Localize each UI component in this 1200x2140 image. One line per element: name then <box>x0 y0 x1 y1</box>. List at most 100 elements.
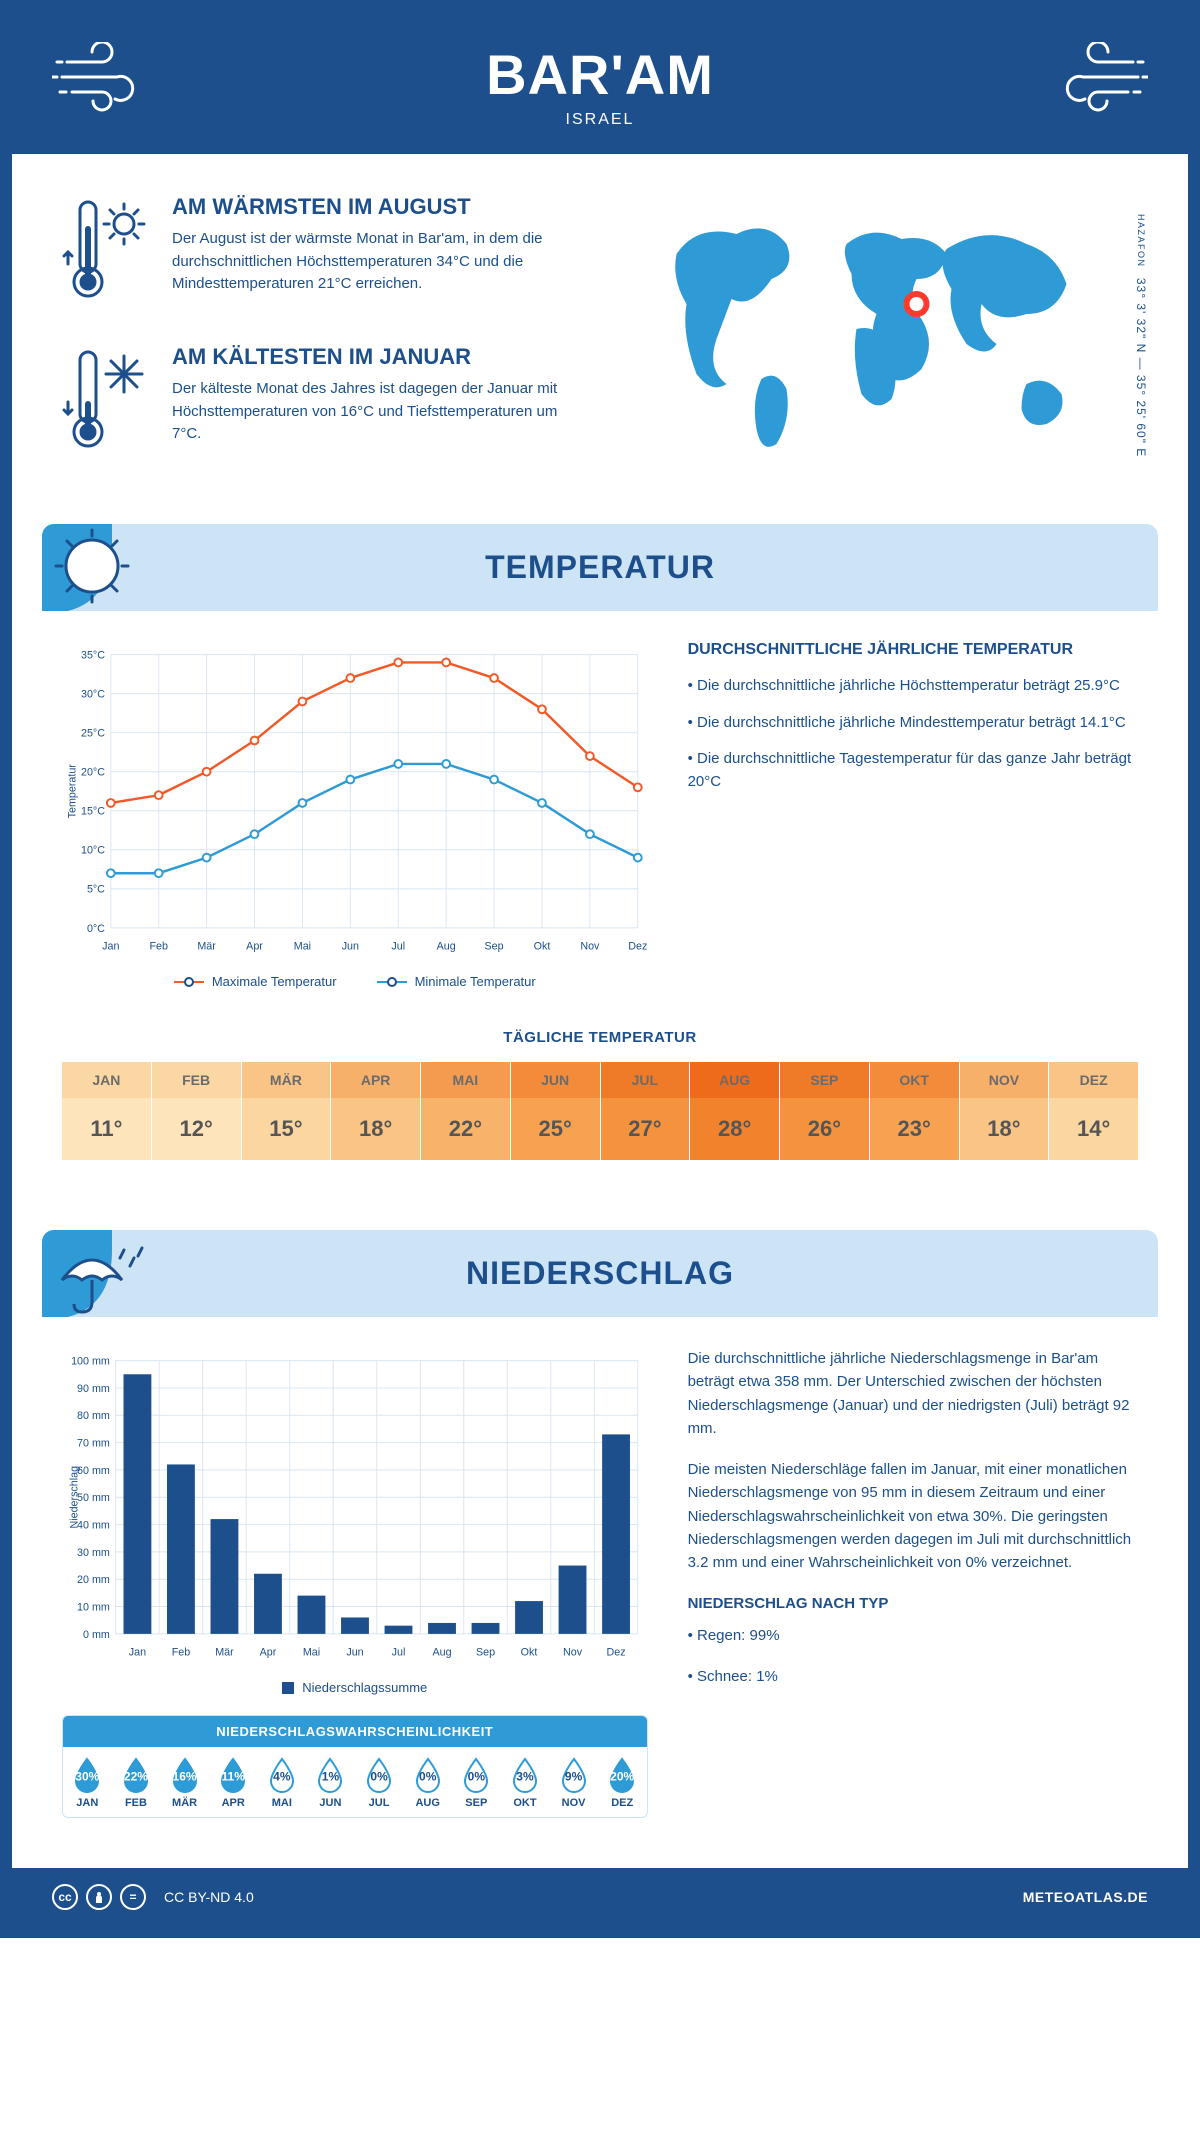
svg-text:Sep: Sep <box>485 940 504 952</box>
probability-heading: NIEDERSCHLAGSWAHRSCHEINLICHKEIT <box>63 1716 647 1747</box>
svg-text:35°C: 35°C <box>81 650 105 662</box>
by-icon <box>86 1884 112 1910</box>
daily-temp-cell: AUG 28° <box>690 1062 780 1160</box>
svg-text:20°C: 20°C <box>81 767 105 779</box>
svg-text:Jan: Jan <box>129 1646 146 1658</box>
daily-temp-cell: JUN 25° <box>511 1062 601 1160</box>
probability-cell: 0% AUG <box>403 1747 452 1817</box>
license-text: CC BY-ND 4.0 <box>164 1889 254 1905</box>
footer: cc = CC BY-ND 4.0 METEOATLAS.DE <box>12 1868 1188 1926</box>
svg-text:30 mm: 30 mm <box>77 1547 110 1559</box>
warmest-fact: AM WÄRMSTEN IM AUGUST Der August ist der… <box>62 194 585 309</box>
temperature-section: 0°C5°C10°C15°C20°C25°C30°C35°CJanFebMärA… <box>12 611 1188 1190</box>
wind-icon <box>52 42 172 117</box>
svg-text:Aug: Aug <box>432 1646 451 1658</box>
svg-text:Dez: Dez <box>628 940 647 952</box>
drop-icon: 0% <box>414 1757 442 1793</box>
svg-text:Apr: Apr <box>246 940 263 952</box>
svg-text:Okt: Okt <box>534 940 551 952</box>
intro-section: AM WÄRMSTEN IM AUGUST Der August ist der… <box>12 154 1188 524</box>
daily-temp-cell: NOV 18° <box>960 1062 1050 1160</box>
infographic-page: BAR'AM ISRAEL <box>0 0 1200 1938</box>
drop-icon: 3% <box>511 1757 539 1793</box>
svg-text:Mai: Mai <box>294 940 311 952</box>
location-title: BAR'AM <box>32 42 1168 107</box>
temp-info-bullet: • Die durchschnittliche jährliche Mindes… <box>688 712 1138 735</box>
probability-cell: 9% NOV <box>549 1747 598 1817</box>
drop-icon: 1% <box>316 1757 344 1793</box>
svg-text:Aug: Aug <box>437 940 456 952</box>
daily-temp-cell: FEB 12° <box>152 1062 242 1160</box>
temperature-heading: TEMPERATUR <box>62 549 1138 586</box>
temp-info-bullet: • Die durchschnittliche Tagestemperatur … <box>688 748 1138 793</box>
precipitation-legend: Niederschlagssumme <box>62 1680 648 1695</box>
warmest-text: Der August ist der wärmste Monat in Bar'… <box>172 228 585 296</box>
temperature-legend: Maximale Temperatur Minimale Temperatur <box>62 974 648 989</box>
temperature-section-bar: TEMPERATUR <box>42 524 1158 611</box>
map-column: HAZAFON 33° 3' 32" N — 35° 25' 60" E <box>615 194 1138 494</box>
drop-icon: 16% <box>171 1757 199 1793</box>
svg-text:Jun: Jun <box>346 1646 363 1658</box>
temperature-chart: 0°C5°C10°C15°C20°C25°C30°C35°CJanFebMärA… <box>62 641 648 989</box>
coldest-text: Der kälteste Monat des Jahres ist dagege… <box>172 378 585 446</box>
svg-text:80 mm: 80 mm <box>77 1410 110 1422</box>
facts-column: AM WÄRMSTEN IM AUGUST Der August ist der… <box>62 194 585 494</box>
probability-cell: 11% APR <box>209 1747 258 1817</box>
location-country: ISRAEL <box>32 111 1168 129</box>
precipitation-heading: NIEDERSCHLAG <box>62 1255 1138 1292</box>
svg-text:Nov: Nov <box>580 940 600 952</box>
precip-paragraph: Die meisten Niederschläge fallen im Janu… <box>688 1458 1138 1574</box>
daily-temp-cell: MAI 22° <box>421 1062 511 1160</box>
probability-cell: 22% FEB <box>112 1747 161 1817</box>
svg-text:5°C: 5°C <box>87 884 105 896</box>
probability-cell: 30% JAN <box>63 1747 112 1817</box>
precipitation-section: 0 mm10 mm20 mm30 mm40 mm50 mm60 mm70 mm8… <box>12 1317 1188 1868</box>
probability-cell: 4% MAI <box>258 1747 307 1817</box>
precip-type-bullet: • Schnee: 1% <box>688 1665 1138 1688</box>
svg-text:Jan: Jan <box>102 940 119 952</box>
svg-text:Sep: Sep <box>476 1646 495 1658</box>
svg-text:Dez: Dez <box>607 1646 626 1658</box>
svg-text:Okt: Okt <box>521 1646 538 1658</box>
svg-text:Nov: Nov <box>563 1646 583 1658</box>
temperature-info: DURCHSCHNITTLICHE JÄHRLICHE TEMPERATUR •… <box>688 641 1138 989</box>
daily-temp-cell: APR 18° <box>331 1062 421 1160</box>
temp-info-bullet: • Die durchschnittliche jährliche Höchst… <box>688 675 1138 698</box>
probability-cell: 0% JUL <box>355 1747 404 1817</box>
daily-temperature-table: TÄGLICHE TEMPERATUR JAN 11° FEB 12° MÄR … <box>62 1029 1138 1160</box>
svg-text:10°C: 10°C <box>81 845 105 857</box>
site-name: METEOATLAS.DE <box>1023 1889 1148 1905</box>
svg-text:Mai: Mai <box>303 1646 320 1658</box>
svg-text:Mär: Mär <box>215 1646 234 1658</box>
precipitation-section-bar: NIEDERSCHLAG <box>42 1230 1158 1317</box>
svg-text:0 mm: 0 mm <box>83 1629 110 1641</box>
precip-paragraph: Die durchschnittliche jährliche Niedersc… <box>688 1347 1138 1440</box>
svg-text:Feb: Feb <box>149 940 168 952</box>
daily-temp-cell: SEP 26° <box>780 1062 870 1160</box>
daily-temp-cell: JAN 11° <box>62 1062 152 1160</box>
world-map <box>615 194 1138 474</box>
svg-text:Apr: Apr <box>260 1646 277 1658</box>
svg-text:20 mm: 20 mm <box>77 1574 110 1586</box>
svg-text:60 mm: 60 mm <box>77 1465 110 1477</box>
svg-text:90 mm: 90 mm <box>77 1383 110 1395</box>
svg-text:40 mm: 40 mm <box>77 1519 110 1531</box>
probability-cell: 1% JUN <box>306 1747 355 1817</box>
probability-cell: 20% DEZ <box>598 1747 647 1817</box>
probability-cell: 3% OKT <box>501 1747 550 1817</box>
precipitation-chart: 0 mm10 mm20 mm30 mm40 mm50 mm60 mm70 mm8… <box>62 1347 648 1667</box>
svg-text:Jun: Jun <box>342 940 359 952</box>
svg-text:50 mm: 50 mm <box>77 1492 110 1504</box>
drop-icon: 22% <box>122 1757 150 1793</box>
cc-icon: cc <box>52 1884 78 1910</box>
precipitation-info: Die durchschnittliche jährliche Niedersc… <box>688 1347 1138 1818</box>
svg-text:Jul: Jul <box>391 940 405 952</box>
map-marker <box>907 294 927 314</box>
svg-text:30°C: 30°C <box>81 689 105 701</box>
coldest-heading: AM KÄLTESTEN IM JANUAR <box>172 344 585 370</box>
svg-text:0°C: 0°C <box>87 923 105 935</box>
probability-cell: 0% SEP <box>452 1747 501 1817</box>
thermometer-snow-icon <box>62 344 152 459</box>
svg-text:15°C: 15°C <box>81 806 105 818</box>
temp-info-heading: DURCHSCHNITTLICHE JÄHRLICHE TEMPERATUR <box>688 641 1138 659</box>
